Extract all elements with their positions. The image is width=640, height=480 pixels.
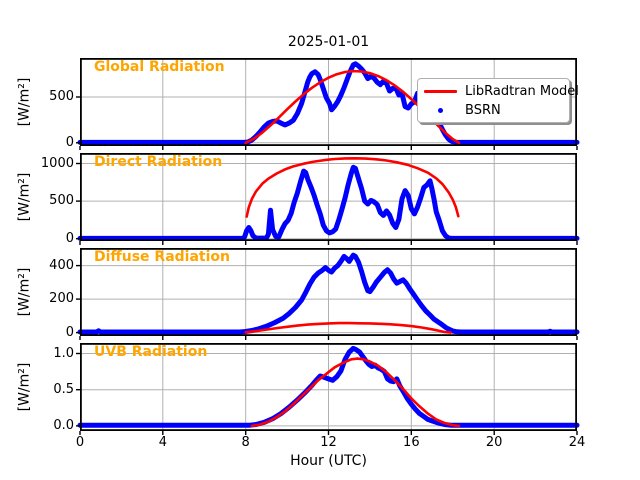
panel-title-direct: Direct Radiation [94, 154, 223, 170]
legend-label-model: LibRadtran Model [465, 84, 579, 99]
y-tick-label: 500 [49, 88, 74, 104]
panel-direct-radiation: Direct Radiation [76, 152, 580, 245]
x-tick-label: 4 [158, 435, 167, 450]
panel-title-global: Global Radiation [94, 59, 225, 75]
x-tick-label: 24 [568, 435, 586, 450]
bsrn-swatch-wrap [424, 108, 457, 113]
panel-title-diffuse: Diffuse Radiation [94, 249, 231, 265]
y-tick-label: 200 [49, 291, 74, 307]
legend-label-bsrn: BSRN [465, 103, 501, 118]
y-tick-label: 1000 [40, 155, 74, 171]
series-bsrn [77, 164, 580, 241]
y-tick-label: 0.0 [53, 417, 74, 433]
legend: LibRadtran Model BSRN [417, 78, 579, 123]
y-tick-label: 0.5 [53, 381, 74, 397]
panel-title-uvb: UVB Radiation [94, 344, 208, 360]
axes-border [79, 57, 578, 146]
axes-border [79, 342, 578, 431]
x-tick-label: 8 [241, 435, 250, 450]
y-tick-label: 500 [49, 193, 74, 209]
y-tick-label: 0 [65, 230, 74, 246]
figure-title: 2025-01-01 [287, 34, 370, 50]
direct-radiation-plot [76, 152, 580, 245]
x-tick-label: 20 [485, 435, 503, 450]
x-tick-label: 12 [320, 435, 337, 450]
panel-uvb-radiation: UVB Radiation [76, 342, 580, 435]
legend-item-bsrn: BSRN [424, 101, 563, 120]
y-tick-label: 1.0 [53, 345, 74, 361]
y-tick-label: 0 [65, 324, 74, 340]
x-tick-label: 0 [75, 435, 85, 450]
legend-item-model: LibRadtran Model [424, 82, 579, 101]
series-libradtran-model [250, 357, 461, 428]
bsrn-dot-swatch [438, 108, 443, 113]
model-line-swatch [424, 90, 457, 93]
uvb-radiation-plot [76, 342, 580, 435]
y-tick-label: 400 [49, 257, 74, 273]
axes-border [79, 152, 578, 241]
x-axis-label: Hour (UTC) [290, 453, 367, 469]
series-bsrn [77, 252, 580, 335]
series-libradtran-model [244, 321, 453, 334]
axes-border [79, 247, 578, 336]
series-libradtran-model [245, 157, 460, 218]
panel-diffuse-radiation: Diffuse Radiation [76, 247, 580, 340]
y-tick-label: 0 [65, 134, 74, 150]
diffuse-radiation-plot [76, 247, 580, 340]
x-tick-label: 16 [403, 435, 420, 450]
